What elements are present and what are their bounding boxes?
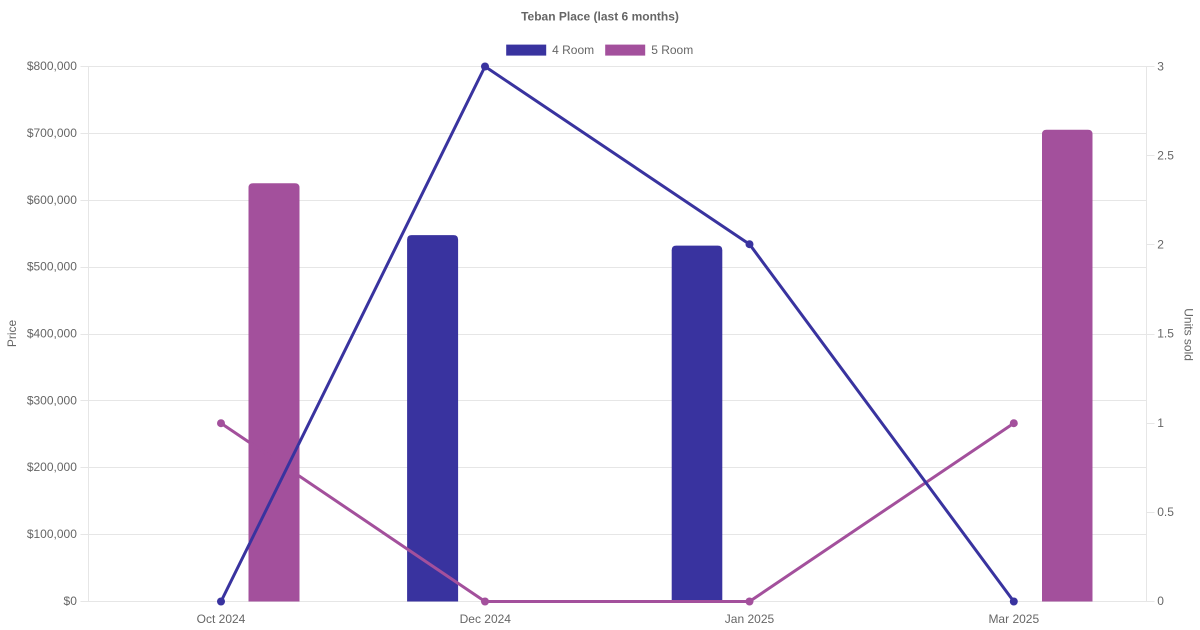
svg-text:$700,000: $700,000 bbox=[27, 126, 77, 140]
svg-text:Mar 2025: Mar 2025 bbox=[988, 612, 1039, 626]
svg-text:$0: $0 bbox=[64, 594, 78, 608]
svg-text:Jan 2025: Jan 2025 bbox=[725, 612, 775, 626]
svg-text:2.5: 2.5 bbox=[1157, 148, 1174, 162]
svg-text:1.5: 1.5 bbox=[1157, 327, 1174, 341]
svg-text:$600,000: $600,000 bbox=[27, 193, 77, 207]
svg-text:0: 0 bbox=[1157, 594, 1164, 608]
svg-text:5 Room: 5 Room bbox=[651, 43, 693, 57]
svg-text:1: 1 bbox=[1157, 416, 1164, 430]
svg-text:$100,000: $100,000 bbox=[27, 527, 77, 541]
svg-text:$500,000: $500,000 bbox=[27, 260, 77, 274]
svg-text:Oct 2024: Oct 2024 bbox=[197, 612, 246, 626]
svg-text:$300,000: $300,000 bbox=[27, 393, 77, 407]
svg-text:$400,000: $400,000 bbox=[27, 327, 77, 341]
svg-text:$800,000: $800,000 bbox=[27, 59, 77, 73]
svg-text:Teban Place (last 6 months): Teban Place (last 6 months) bbox=[521, 10, 679, 24]
svg-text:3: 3 bbox=[1157, 59, 1164, 73]
svg-text:Price: Price bbox=[5, 320, 19, 348]
svg-text:2: 2 bbox=[1157, 238, 1164, 252]
svg-text:Dec 2024: Dec 2024 bbox=[460, 612, 512, 626]
svg-text:$200,000: $200,000 bbox=[27, 460, 77, 474]
svg-text:Units sold: Units sold bbox=[1182, 308, 1196, 361]
svg-text:4 Room: 4 Room bbox=[552, 43, 594, 57]
svg-text:0.5: 0.5 bbox=[1157, 505, 1174, 519]
